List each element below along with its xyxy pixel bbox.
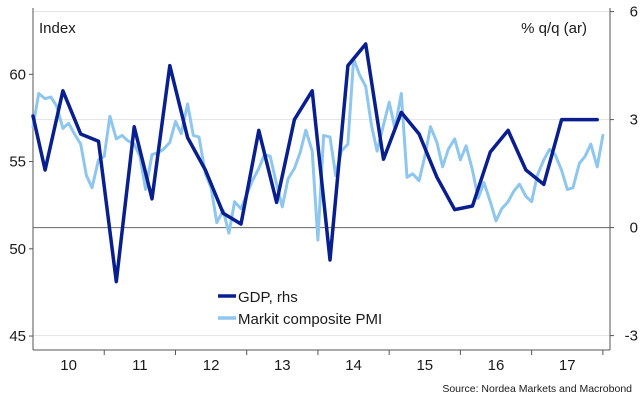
x-axis-ticks: 10 11 12 13 14 15 16 17 (60, 350, 604, 374)
x-tick-label: 10 (60, 357, 77, 374)
legend-label-pmi: Markit composite PMI (238, 311, 382, 328)
series-line-pmi (31, 57, 605, 242)
left-tick-label: 55 (9, 154, 26, 171)
legend-label-gdp: GDP, rhs (238, 289, 298, 306)
grid (33, 11, 610, 337)
source-note: Source: Nordea Markets and Macrobond (442, 383, 632, 395)
legend: GDP, rhs Markit composite PMI (218, 289, 382, 328)
right-tick-label: 0 (630, 220, 638, 237)
series-line-gdp (31, 42, 599, 284)
axes (32, 8, 611, 351)
x-tick-label: 16 (488, 357, 505, 374)
right-axis-ticks: -3 0 3 6 (610, 4, 638, 345)
right-tick-label: -3 (625, 328, 638, 345)
x-tick-label: 12 (203, 357, 220, 374)
x-tick-label: 11 (132, 357, 148, 374)
x-tick-label: 17 (559, 357, 576, 374)
x-tick-label: 15 (416, 357, 433, 374)
left-tick-label: 50 (9, 241, 26, 258)
right-tick-label: 6 (630, 4, 638, 21)
left-axis-title: Index (39, 20, 76, 37)
left-tick-label: 60 (9, 66, 26, 83)
x-tick-label: 14 (345, 357, 362, 374)
left-tick-label: 45 (9, 328, 26, 345)
right-axis-title: % q/q (ar) (521, 20, 587, 37)
right-tick-label: 3 (630, 112, 638, 129)
x-tick-label: 13 (274, 357, 291, 374)
left-axis-ticks: 45 50 55 60 (9, 66, 33, 345)
series-layer (31, 42, 605, 284)
